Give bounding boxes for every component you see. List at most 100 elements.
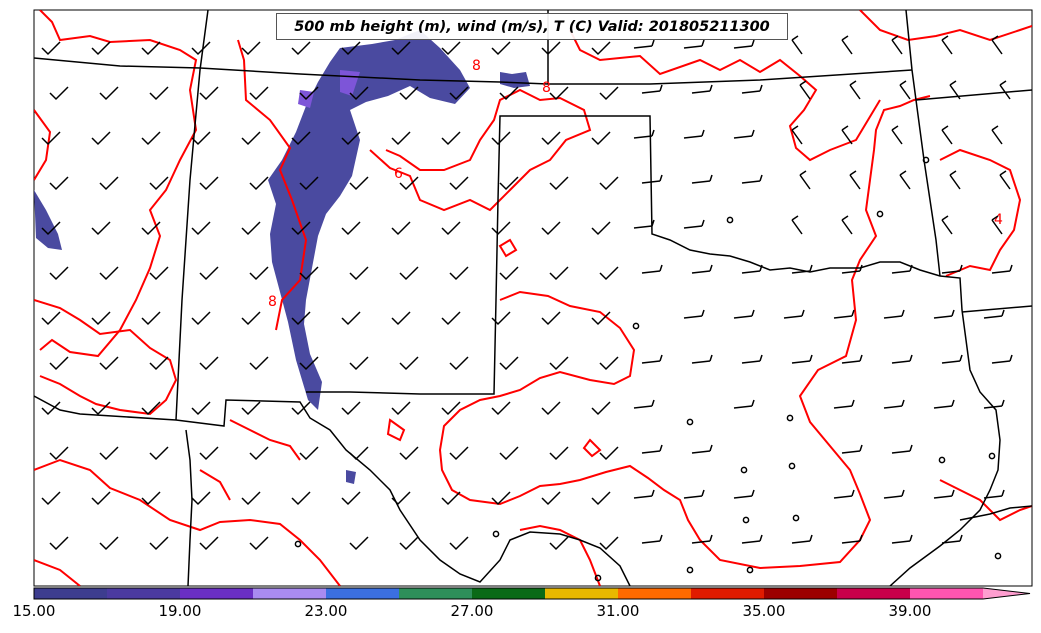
- calm-circle-icon: [686, 418, 694, 426]
- wind-barb-icon: [341, 131, 361, 146]
- wind-barb-icon: [991, 264, 1013, 274]
- wind-barb-icon: [441, 221, 461, 236]
- calm-circle-icon: [938, 456, 946, 464]
- wind-barb-icon: [391, 41, 411, 56]
- wind-barb-icon: [41, 311, 61, 326]
- wind-barb-icon: [349, 266, 369, 281]
- wind-barb-icon: [949, 80, 961, 100]
- wind-barb-icon: [791, 534, 813, 544]
- wind-barb-icon: [249, 356, 269, 371]
- wind-barb-icon: [399, 356, 419, 371]
- wind-barb-icon: [241, 491, 261, 506]
- map-title: 500 mb height (m), wind (m/s), T (C) Val…: [276, 13, 788, 40]
- wind-barb-icon: [491, 221, 511, 236]
- wind-barb-icon: [241, 41, 261, 56]
- temperature-contours: [34, 10, 1032, 586]
- wind-barb-icon: [499, 176, 519, 191]
- wind-barb-icon: [341, 221, 361, 236]
- wind-barb-icon: [391, 221, 411, 236]
- wind-barb-icon: [891, 354, 913, 364]
- wind-barb-icon: [391, 491, 411, 506]
- wind-barb-icon: [891, 534, 913, 544]
- wind-barb-icon: [491, 401, 511, 416]
- calm-circle-icon: [792, 514, 800, 522]
- wind-barb-icon: [983, 399, 1005, 409]
- colorbar-outline: [33, 587, 1031, 600]
- calm-circle-icon: [294, 540, 302, 548]
- wind-barb-icon: [633, 399, 655, 409]
- wind-barb-icon: [441, 41, 461, 56]
- wind-barb-icon: [991, 35, 1003, 55]
- wind-barb-icon: [691, 354, 713, 364]
- state-boundaries: [34, 10, 1032, 586]
- wind-barb-icon: [541, 221, 561, 236]
- wind-barb-icon: [983, 489, 1005, 499]
- wind-barb-icon: [91, 131, 111, 146]
- wind-barb-icon: [141, 131, 161, 146]
- wind-barb-icon: [841, 35, 853, 55]
- wind-barb-icon: [549, 176, 569, 191]
- wind-barb-icon: [599, 176, 619, 191]
- wind-barb-icon: [883, 399, 905, 409]
- wind-barb-icon: [141, 221, 161, 236]
- wind-barb-icon: [741, 534, 763, 544]
- wind-barb-icon: [491, 311, 511, 326]
- calm-circle-icon: [788, 462, 796, 470]
- wind-barb-icon: [149, 176, 169, 191]
- wind-barb-icon: [491, 41, 511, 56]
- wind-barb-icon: [883, 309, 905, 319]
- calm-circle-icon: [686, 566, 694, 574]
- wind-barb-icon: [99, 176, 119, 191]
- calm-circle-icon: [994, 552, 1002, 560]
- wind-barb-icon: [291, 311, 311, 326]
- colorbar-tick-label: 31.00: [596, 602, 640, 620]
- wind-barb-icon: [683, 489, 705, 499]
- wind-barb-icon: [833, 489, 855, 499]
- wind-barb-icon: [791, 215, 803, 235]
- wind-barb-icon: [733, 39, 755, 49]
- wind-barb-icon: [549, 536, 569, 551]
- contour-label: 8: [542, 80, 551, 96]
- calm-circle-icon: [492, 530, 500, 538]
- wind-barb-icon: [341, 401, 361, 416]
- wind-barb-icon: [249, 536, 269, 551]
- wind-barb-icon: [683, 219, 705, 229]
- wind-barb-icon: [299, 356, 319, 371]
- wind-barb-icon: [291, 131, 311, 146]
- wind-barb-icon: [691, 174, 713, 184]
- wind-barb-icon: [591, 491, 611, 506]
- wind-barb-icon: [633, 219, 655, 229]
- wind-barb-icon: [741, 174, 763, 184]
- contour-label: 8: [268, 294, 277, 310]
- wind-barb-icon: [341, 491, 361, 506]
- wind-barb-icon: [641, 534, 663, 544]
- wind-barb-icon: [41, 401, 61, 416]
- wind-barb-icon: [541, 41, 561, 56]
- wind-barb-icon: [49, 356, 69, 371]
- colorbar-segment: [472, 588, 545, 599]
- wind-barb-icon: [691, 534, 713, 544]
- wind-barb-icon: [199, 446, 219, 461]
- wind-barb-icon: [549, 86, 569, 101]
- wind-barb-icon: [199, 266, 219, 281]
- wind-barb-icon: [99, 446, 119, 461]
- wind-barb-icon: [391, 131, 411, 146]
- wind-barb-icon: [783, 309, 805, 319]
- wind-barb-icon: [241, 401, 261, 416]
- wind-barb-icon: [899, 170, 911, 190]
- wind-barb-icon: [199, 176, 219, 191]
- wind-barb-icon: [349, 536, 369, 551]
- wind-barb-icon: [791, 35, 803, 55]
- wind-barb-icon: [733, 399, 755, 409]
- wind-barbs: [41, 35, 1013, 551]
- wind-barb-icon: [499, 356, 519, 371]
- wind-barb-icon: [933, 489, 955, 499]
- calm-circle-icon: [742, 516, 750, 524]
- wind-barb-icon: [399, 176, 419, 191]
- wind-barb-icon: [449, 356, 469, 371]
- wind-barb-icon: [441, 401, 461, 416]
- wind-barb-icon: [91, 311, 111, 326]
- colorbar-segment: [107, 588, 180, 599]
- wind-barb-icon: [641, 444, 663, 454]
- wind-barb-icon: [149, 356, 169, 371]
